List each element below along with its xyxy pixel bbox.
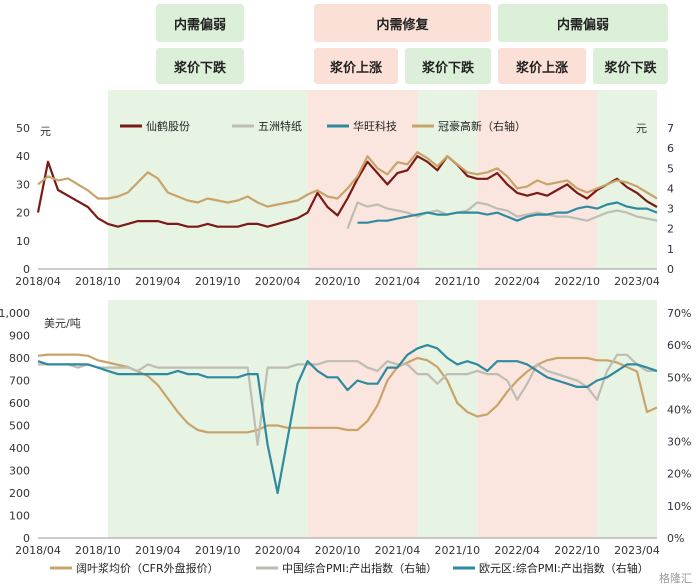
phase-band-top-2 bbox=[417, 90, 478, 269]
legends: 仙鹤股份 五洲特纸 华旺科技 冠豪高新（右轴） 阔叶浆均价（CFR外盘报价） 中国综合PM… bbox=[50, 119, 649, 575]
x-tick-label: 2019/10 bbox=[195, 275, 241, 288]
y-tick-label-left: 200 bbox=[9, 487, 30, 500]
phase-label-demand-weak-2: 内需偏弱 bbox=[498, 4, 668, 42]
y-tick-label-left: 0 bbox=[23, 532, 30, 545]
y-tick-label-left: 900 bbox=[9, 330, 30, 343]
y-tick-label-left: 20 bbox=[16, 207, 30, 220]
y-tick-label-right: 3 bbox=[667, 203, 674, 216]
y-tick-label-right: 5 bbox=[667, 162, 674, 175]
x-tick-label: 2021/10 bbox=[434, 275, 480, 288]
y-tick-label-left: 50 bbox=[16, 122, 30, 135]
legend-label: 五洲特纸 bbox=[258, 119, 302, 133]
x-tick-label: 2020/10 bbox=[315, 544, 361, 557]
legend-label: 华旺科技 bbox=[353, 119, 397, 133]
y-tick-label-right: 2 bbox=[667, 223, 674, 236]
y-tick-label-right: 1 bbox=[667, 243, 674, 256]
x-tick-label: 2020/10 bbox=[315, 275, 361, 288]
y-tick-label-left: 1,000 bbox=[0, 307, 30, 320]
y-tick-label-left: 800 bbox=[9, 352, 30, 365]
series-line bbox=[36, 155, 658, 228]
x-tick-label: 2021/10 bbox=[434, 544, 480, 557]
x-tick-label: 2019/04 bbox=[135, 544, 181, 557]
series-line bbox=[37, 151, 658, 208]
x-tick-label: 2022/04 bbox=[494, 544, 540, 557]
phase-band-bottom-2 bbox=[417, 300, 478, 538]
phase-band-bottom-1 bbox=[307, 300, 418, 538]
y-tick-label-right: 30% bbox=[667, 436, 691, 449]
x-tick-label: 2020/04 bbox=[255, 275, 301, 288]
y-tick-label-left: 10 bbox=[16, 235, 30, 248]
phase-band-bottom-0 bbox=[107, 300, 308, 538]
y-tick-label-right: 7 bbox=[667, 122, 674, 135]
legend-label: 阔叶浆均价（CFR外盘报价） bbox=[76, 561, 219, 575]
y-tick-label-left: 40 bbox=[16, 150, 30, 163]
legend-label: 冠豪高新（右轴） bbox=[438, 119, 526, 133]
x-tick-label: 2023/04 bbox=[614, 275, 660, 288]
phase-label-price-down-1: 浆价下跌 bbox=[156, 48, 244, 84]
phase-band-top-0 bbox=[107, 90, 308, 269]
x-tick-label: 2019/04 bbox=[135, 275, 181, 288]
phase-band-bottom-3 bbox=[477, 300, 598, 538]
legend-label: 欧元区:综合PMI:产出指数（右轴） bbox=[479, 561, 649, 575]
y-tick-label-right: 60% bbox=[667, 339, 691, 352]
series-line bbox=[357, 201, 658, 224]
x-tick-label: 2018/10 bbox=[75, 275, 121, 288]
y-tick-label-left: 0 bbox=[23, 263, 30, 276]
x-tick-label: 2018/04 bbox=[15, 544, 61, 557]
x-tick-label: 2022/04 bbox=[494, 275, 540, 288]
y-tick-label-right: 70% bbox=[667, 307, 691, 320]
watermark-text: 格隆汇 bbox=[659, 571, 692, 585]
y-tick-label-left: 100 bbox=[9, 510, 30, 523]
y-tick-label-left: 700 bbox=[9, 375, 30, 388]
phase-band-top-1 bbox=[307, 90, 418, 269]
x-tick-label: 2018/10 bbox=[75, 544, 121, 557]
series-line bbox=[38, 353, 657, 446]
y-tick-label-right: 20% bbox=[667, 468, 691, 481]
y-tick-label-left: 300 bbox=[9, 465, 30, 478]
x-tick-label: 2020/04 bbox=[255, 544, 301, 557]
phase-label-price-down-2: 浆价下跌 bbox=[405, 48, 491, 84]
y-tick-label-right: 10% bbox=[667, 500, 691, 513]
bottom-pulp-pmi-chart: 0 100 200 300 400 500 600 700 800 900 1,000 0% 10% 20… bbox=[0, 307, 691, 557]
phase-label-price-up-1: 浆价上涨 bbox=[314, 48, 398, 84]
phase-band-top-4 bbox=[597, 90, 657, 269]
x-tick-label: 2022/10 bbox=[554, 275, 600, 288]
x-tick-label: 2022/10 bbox=[554, 544, 600, 557]
phase-label-demand-recover: 内需修复 bbox=[314, 4, 491, 42]
y-axis-unit-right: 元 bbox=[636, 122, 647, 135]
x-tick-label: 2018/04 bbox=[15, 275, 61, 288]
x-tick-label: 2021/04 bbox=[375, 275, 421, 288]
y-tick-label-left: 400 bbox=[9, 442, 30, 455]
legend-label: 中国综合PMI:产出指数（右轴） bbox=[282, 561, 437, 575]
y-tick-label-right: 0 bbox=[667, 263, 674, 276]
phase-band-bottom-4 bbox=[597, 300, 657, 538]
y-tick-label-right: 0% bbox=[667, 532, 684, 545]
series-line bbox=[37, 344, 658, 495]
top-stock-price-chart: 0 10 20 30 40 50 0 1 2 3 4 5 6 7 元 元 2018/04 2018/10 2019/… bbox=[15, 122, 674, 288]
x-tick-label: 2021/04 bbox=[375, 544, 421, 557]
phase-label-price-up-2: 浆价上涨 bbox=[498, 48, 586, 84]
y-tick-label-right: 4 bbox=[667, 182, 674, 195]
series-line bbox=[346, 201, 658, 230]
phase-label-demand-weak-1: 内需偏弱 bbox=[156, 4, 244, 42]
y-tick-label-left: 600 bbox=[9, 397, 30, 410]
y-axis-unit-left: 元 bbox=[40, 125, 51, 138]
x-tick-label: 2019/10 bbox=[195, 544, 241, 557]
y-tick-label-left: 30 bbox=[16, 178, 30, 191]
legend-label: 仙鹤股份 bbox=[146, 119, 190, 133]
y-axis-unit-left: 美元/吨 bbox=[44, 317, 81, 330]
x-tick-label: 2023/04 bbox=[614, 544, 660, 557]
y-tick-label-left: 500 bbox=[9, 420, 30, 433]
y-tick-label-right: 40% bbox=[667, 403, 691, 416]
y-tick-label-right: 50% bbox=[667, 371, 691, 384]
y-tick-label-right: 6 bbox=[667, 142, 674, 155]
phase-label-price-down-3: 浆价下跌 bbox=[593, 48, 668, 84]
phase-bands bbox=[107, 90, 657, 538]
